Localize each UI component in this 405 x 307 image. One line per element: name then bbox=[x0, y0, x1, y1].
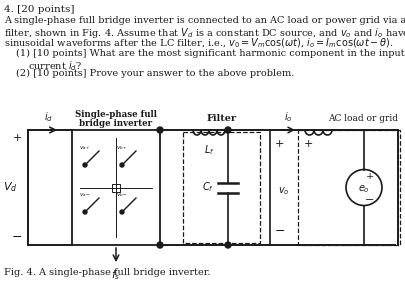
Circle shape bbox=[225, 127, 231, 133]
Circle shape bbox=[83, 210, 87, 214]
Text: $v_{a+}$: $v_{a+}$ bbox=[79, 144, 91, 152]
Text: sinusoidal waveforms after the LC filter, i.e., $v_0 = V_m\cos(\omega t)$, $i_o : sinusoidal waveforms after the LC filter… bbox=[4, 36, 394, 50]
Text: $i_o$: $i_o$ bbox=[284, 110, 292, 124]
Text: current $i_d$?: current $i_d$? bbox=[28, 59, 82, 73]
Text: $f_s$: $f_s$ bbox=[111, 268, 121, 282]
Text: +: + bbox=[304, 139, 313, 149]
Text: −: − bbox=[275, 224, 286, 238]
Text: −: − bbox=[11, 231, 22, 243]
Bar bbox=[72, 130, 160, 245]
Text: (1) [10 points] What are the most significant harmonic component in the input DC: (1) [10 points] What are the most signif… bbox=[16, 49, 405, 58]
Text: filter, shown in Fig. 4. Assume that $V_d$ is a constant DC source, and $v_o$ an: filter, shown in Fig. 4. Assume that $V_… bbox=[4, 26, 405, 40]
Text: $C_f$: $C_f$ bbox=[202, 181, 214, 194]
Text: $v_o$: $v_o$ bbox=[278, 186, 290, 197]
Circle shape bbox=[157, 242, 163, 248]
Text: $v_{b-}$: $v_{b-}$ bbox=[116, 191, 128, 199]
Text: (2) [10 points] Prove your answer to the above problem.: (2) [10 points] Prove your answer to the… bbox=[16, 69, 294, 78]
Text: Single-phase full: Single-phase full bbox=[75, 110, 157, 119]
Bar bbox=[298, 130, 400, 245]
Text: A single-phase full bridge inverter is connected to an AC load or power grid via: A single-phase full bridge inverter is c… bbox=[4, 16, 405, 25]
Text: +: + bbox=[366, 172, 374, 181]
Bar bbox=[183, 132, 260, 243]
Circle shape bbox=[157, 127, 163, 133]
Text: Fig. 4. A single-phase full bridge inverter.: Fig. 4. A single-phase full bridge inver… bbox=[4, 268, 211, 277]
Text: +: + bbox=[13, 133, 22, 143]
Text: $L_f$: $L_f$ bbox=[204, 143, 214, 157]
Text: −: − bbox=[365, 196, 375, 205]
Text: 4. [20 points]: 4. [20 points] bbox=[4, 5, 75, 14]
Circle shape bbox=[120, 210, 124, 214]
Text: $e_o$: $e_o$ bbox=[358, 184, 370, 195]
Text: AC load or grid: AC load or grid bbox=[328, 114, 398, 123]
Bar bbox=[112, 184, 120, 192]
Text: bridge inverter: bridge inverter bbox=[79, 119, 153, 128]
Text: $v_{a-}$: $v_{a-}$ bbox=[79, 191, 91, 199]
Circle shape bbox=[120, 163, 124, 167]
Text: $i_d$: $i_d$ bbox=[45, 110, 53, 124]
Text: Filter: Filter bbox=[207, 114, 237, 123]
Text: $v_{b+}$: $v_{b+}$ bbox=[116, 144, 128, 152]
Text: $V_d$: $V_d$ bbox=[3, 181, 18, 194]
Circle shape bbox=[83, 163, 87, 167]
Text: +: + bbox=[275, 139, 284, 149]
Circle shape bbox=[225, 242, 231, 248]
